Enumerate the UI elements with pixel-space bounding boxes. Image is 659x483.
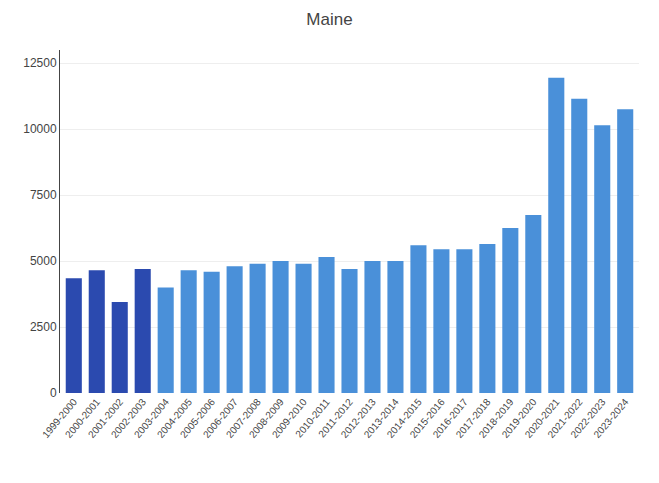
svg-text:2010-2011: 2010-2011 <box>293 396 332 439</box>
svg-text:2004-2005: 2004-2005 <box>155 396 194 440</box>
svg-text:2005-2006: 2005-2006 <box>178 396 217 440</box>
svg-text:2011-2012: 2011-2012 <box>316 396 355 439</box>
svg-text:10000: 10000 <box>23 122 57 136</box>
svg-text:2018-2019: 2018-2019 <box>477 396 516 440</box>
svg-text:2500: 2500 <box>30 320 57 334</box>
svg-text:2017-2018: 2017-2018 <box>454 396 493 440</box>
svg-text:2021-2022: 2021-2022 <box>545 396 584 440</box>
svg-text:2000-2001: 2000-2001 <box>63 396 102 440</box>
svg-text:5000: 5000 <box>30 254 57 268</box>
svg-text:2014-2015: 2014-2015 <box>385 396 424 440</box>
svg-text:2012-2013: 2012-2013 <box>339 396 378 440</box>
svg-text:2016-2017: 2016-2017 <box>431 396 470 440</box>
svg-text:1999-2000: 1999-2000 <box>40 396 79 440</box>
svg-text:2023-2024: 2023-2024 <box>591 396 630 440</box>
svg-text:2022-2023: 2022-2023 <box>568 396 607 440</box>
svg-text:12500: 12500 <box>23 56 57 70</box>
svg-text:2007-2008: 2007-2008 <box>224 396 263 440</box>
svg-text:2020-2021: 2020-2021 <box>522 396 561 440</box>
svg-text:Maine: Maine <box>306 10 352 29</box>
svg-text:2019-2020: 2019-2020 <box>500 396 539 440</box>
svg-text:2001-2002: 2001-2002 <box>86 396 125 440</box>
svg-text:2008-2009: 2008-2009 <box>247 396 286 440</box>
svg-text:2013-2014: 2013-2014 <box>362 396 401 440</box>
svg-text:2015-2016: 2015-2016 <box>408 396 447 440</box>
svg-text:2006-2007: 2006-2007 <box>201 396 240 440</box>
svg-text:7500: 7500 <box>30 188 57 202</box>
svg-text:2009-2010: 2009-2010 <box>270 396 309 440</box>
svg-text:0: 0 <box>50 386 57 400</box>
svg-text:2002-2003: 2002-2003 <box>109 396 148 440</box>
svg-text:2003-2004: 2003-2004 <box>132 396 171 440</box>
